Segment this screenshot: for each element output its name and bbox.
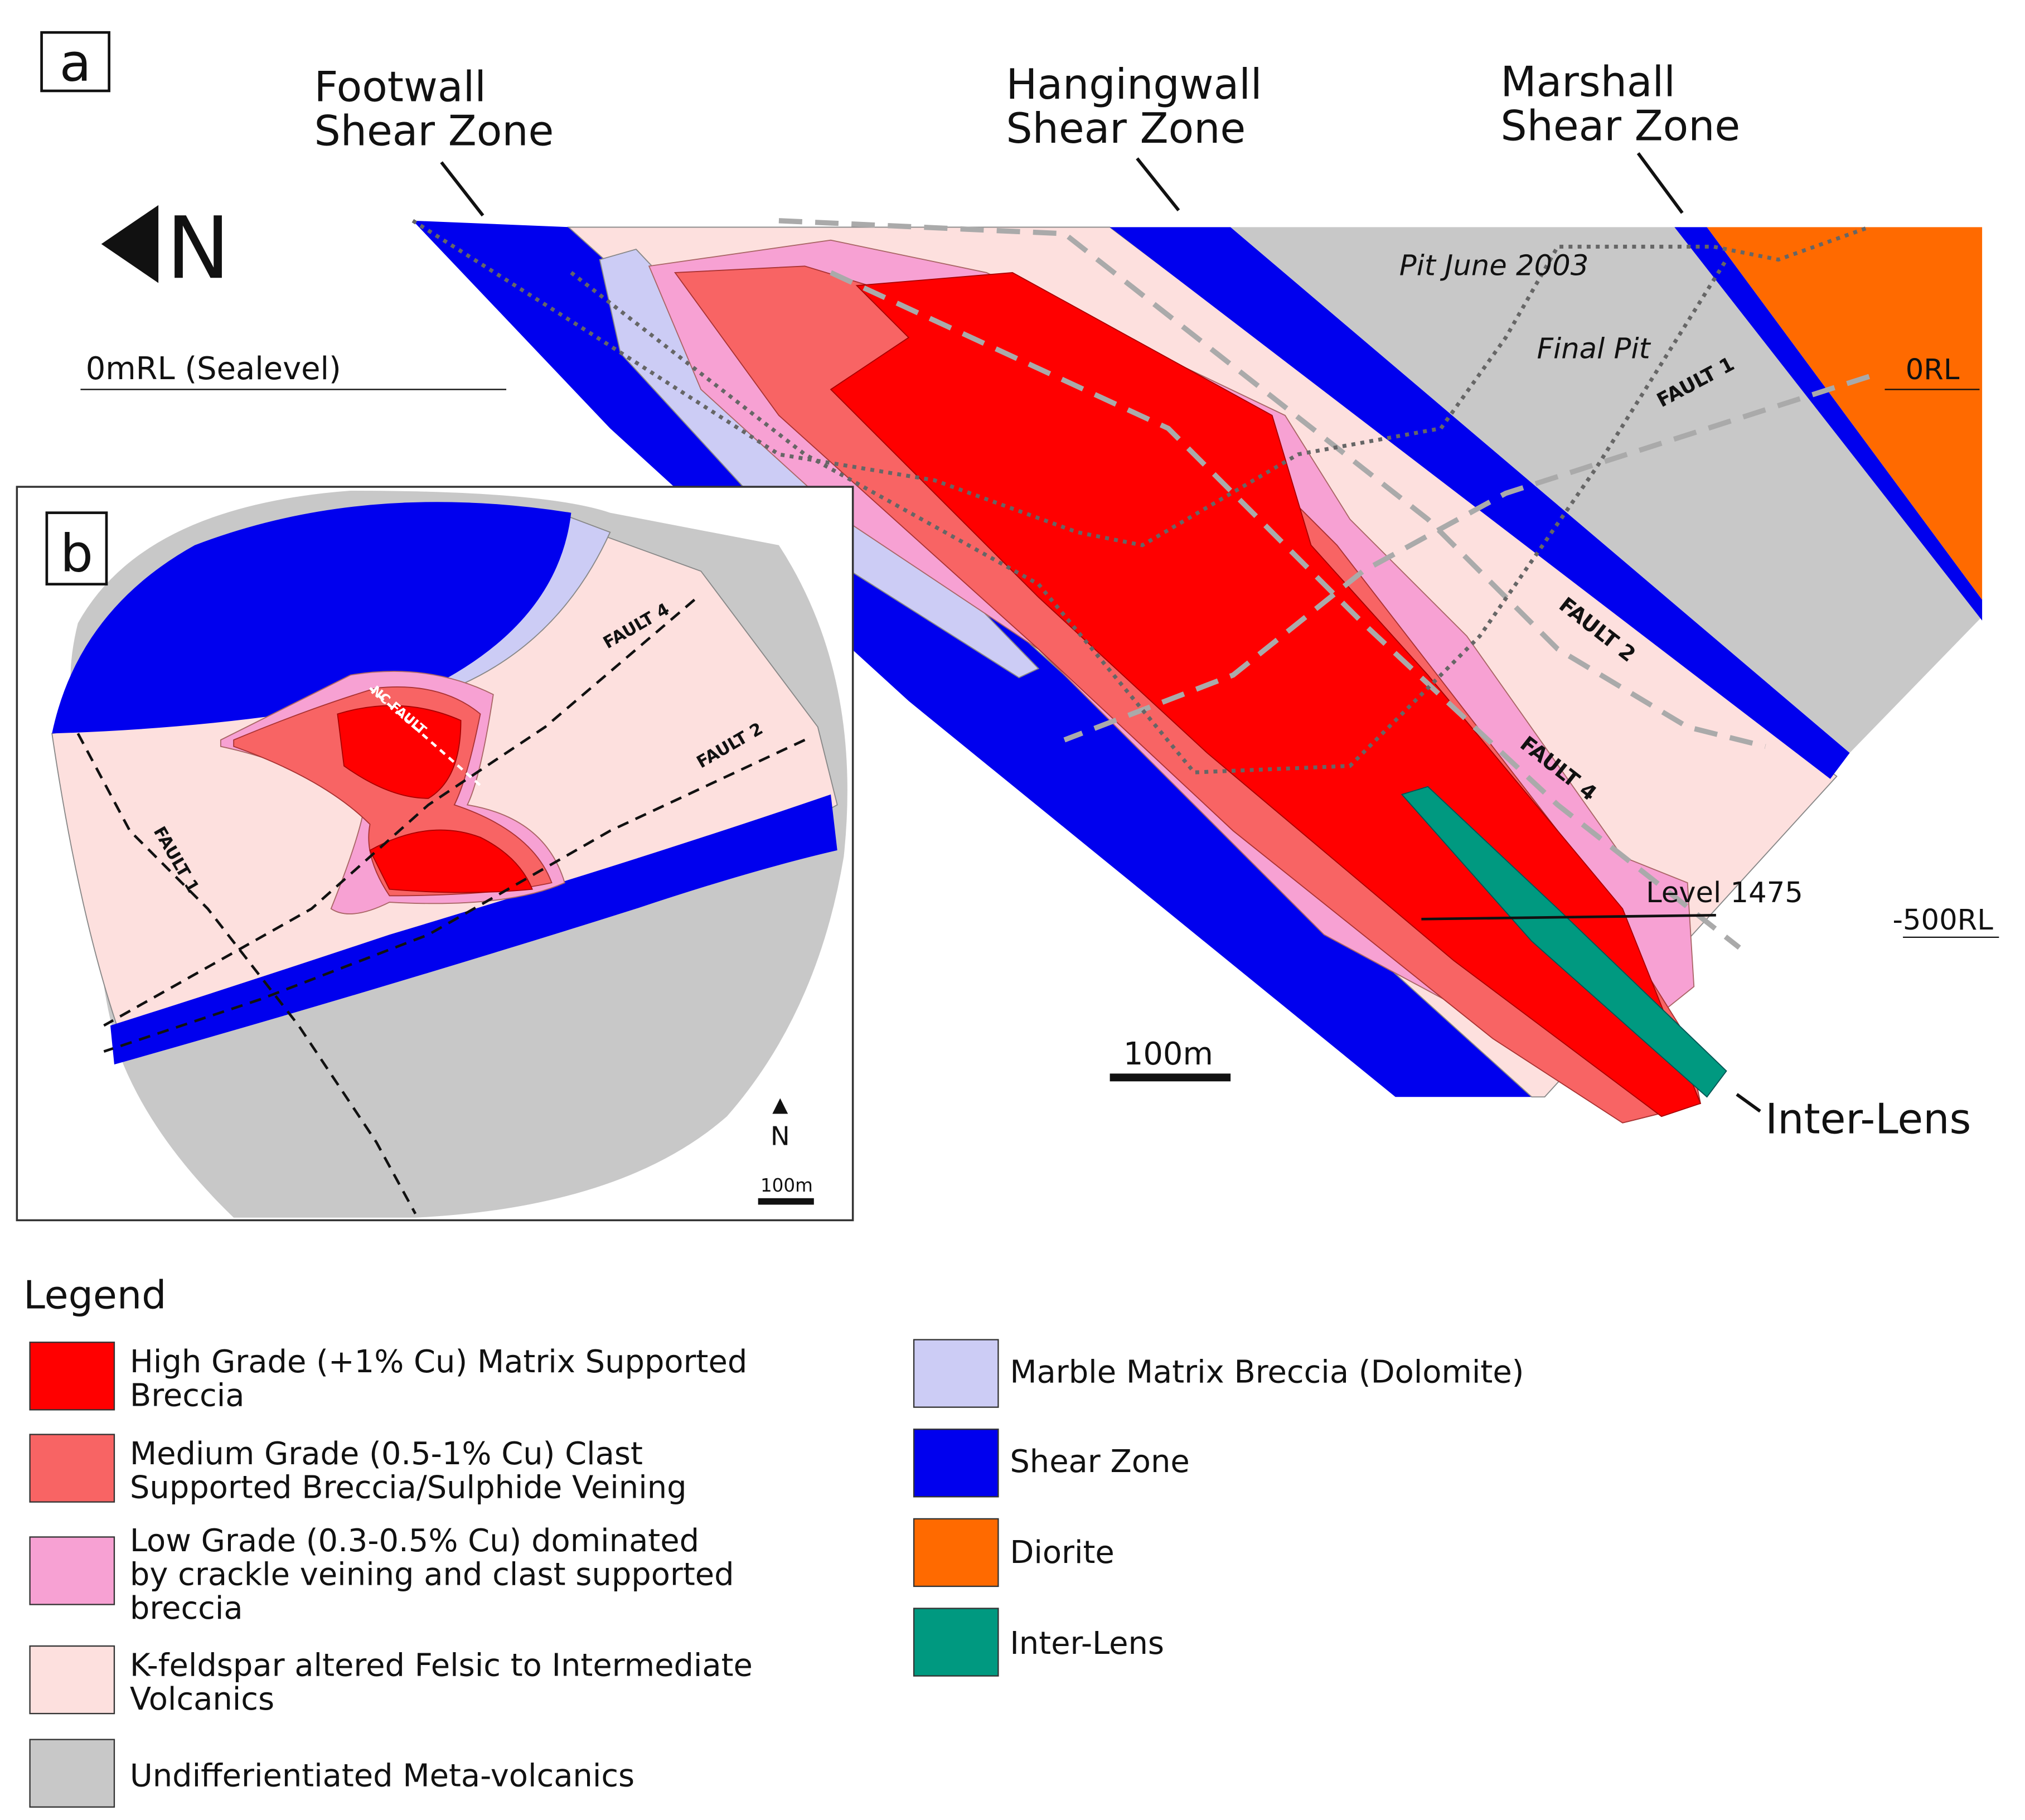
- shear-zone-label: Shear Zone: [1500, 101, 1740, 150]
- pit-outline: [411, 219, 1870, 548]
- pit-outline: [570, 258, 1728, 775]
- legend-label: breccia: [130, 1590, 243, 1627]
- shear-zone-label: Hangingwall: [1006, 60, 1262, 109]
- legend-label: Shear Zone: [1010, 1444, 1189, 1480]
- level-line: [1421, 913, 1716, 921]
- legend-label: Breccia: [130, 1377, 245, 1414]
- meta-volcanics: [1230, 227, 1983, 753]
- arrow: [440, 161, 485, 217]
- shear-zone-label: Shear Zone: [314, 107, 554, 156]
- panel-label: a: [60, 32, 91, 93]
- pit-label: Final Pit: [1537, 332, 1651, 366]
- legend-title: Legend: [23, 1273, 167, 1318]
- legend-swatch: [29, 1739, 115, 1808]
- legend-label: Supported Breccia/Sulphide Veining: [130, 1470, 687, 1506]
- fault-line: [778, 218, 1766, 749]
- scale-label: 100m: [760, 1175, 813, 1196]
- legend-label: Diorite: [1010, 1535, 1114, 1571]
- rl-label: -500RL: [1892, 903, 1993, 937]
- legend-label: Marble Matrix Breccia (Dolomite): [1010, 1354, 1524, 1390]
- arrow: [1136, 157, 1180, 211]
- legend-swatch: [29, 1536, 115, 1605]
- legend-swatch: [29, 1434, 115, 1503]
- high-grade: [830, 272, 1702, 1117]
- fault-line: [103, 598, 696, 1027]
- legend-label: Volcanics: [130, 1681, 274, 1717]
- sealevel-label: 0mRL (Sealevel): [86, 351, 341, 387]
- scale-label: 100m: [1123, 1036, 1213, 1072]
- inter-lens: [1401, 786, 1727, 1098]
- legend-swatch: [29, 1342, 115, 1411]
- legend-swatch: [29, 1645, 115, 1715]
- shear-zone-label: Footwall: [314, 63, 486, 112]
- legend-label: Inter-Lens: [1010, 1625, 1164, 1662]
- fault-line: [76, 733, 417, 1214]
- north-arrow: [772, 1098, 788, 1114]
- legend-swatch: [913, 1608, 999, 1677]
- legend-label: Medium Grade (0.5-1% Cu) Clast: [130, 1436, 643, 1472]
- legend-swatch: [913, 1339, 999, 1408]
- diorite: [1707, 227, 1983, 600]
- scale-bar: [1110, 1073, 1231, 1082]
- north-label: N: [771, 1121, 790, 1151]
- fault-line: [830, 270, 1741, 950]
- shear-zone-label: Marshall: [1500, 57, 1675, 106]
- north-label: N: [166, 199, 230, 298]
- rl-label: 0RL: [1906, 353, 1960, 386]
- legend-label: High Grade (+1% Cu) Matrix Supported: [130, 1344, 747, 1380]
- fault-line: [1063, 374, 1870, 743]
- legend-label: by crackle veining and clast supported: [130, 1557, 734, 1593]
- hangingwall-shear: [1110, 227, 1850, 779]
- arrow: [1636, 152, 1684, 214]
- high-grade: [337, 705, 533, 893]
- fault-line: [103, 738, 806, 1053]
- legend-label: Undifferientiated Meta-volcanics: [130, 1758, 634, 1794]
- panel-frame: [45, 511, 108, 585]
- panel-frame: [40, 31, 110, 93]
- north-arrow: [101, 205, 159, 283]
- shear-zone: [52, 502, 571, 734]
- legend-label: Low Grade (0.3-0.5% Cu) dominated: [130, 1523, 699, 1559]
- inter-lens-label: Inter-Lens: [1765, 1095, 1971, 1143]
- panel-label: b: [60, 523, 93, 583]
- pit-label: Pit June 2003: [1399, 249, 1589, 283]
- legend-label: K-feldspar altered Felsic to Intermediat…: [130, 1648, 753, 1684]
- legend-swatch: [913, 1518, 999, 1587]
- fault-line: [369, 687, 482, 787]
- scale-bar: [758, 1198, 814, 1205]
- shear-zone-label: Shear Zone: [1006, 104, 1246, 153]
- footwall-shear: [413, 220, 1532, 1097]
- legend-swatch: [913, 1429, 999, 1498]
- level-label: Level 1475: [1646, 876, 1803, 909]
- shear-zone: [110, 794, 837, 1065]
- arrow: [1736, 1093, 1761, 1113]
